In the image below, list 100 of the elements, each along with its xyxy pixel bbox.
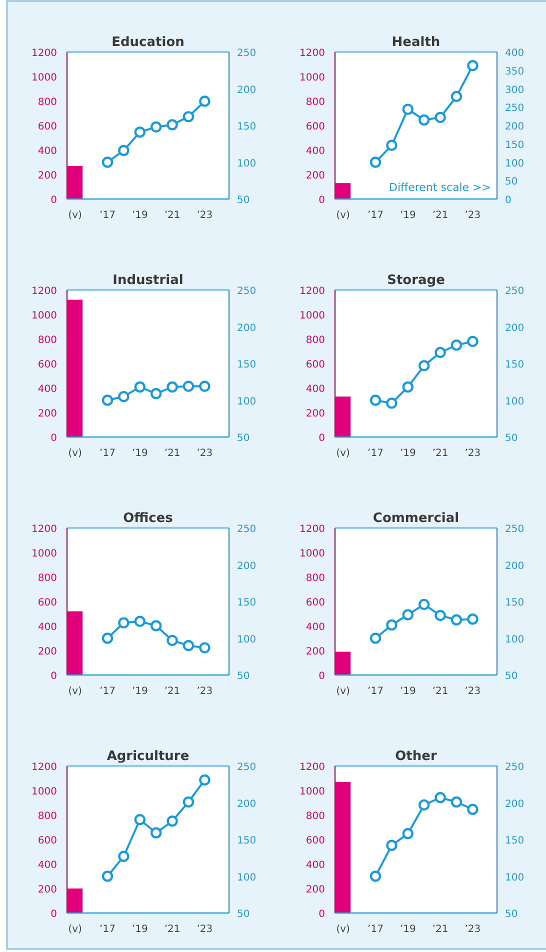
y2-tick-label: 250 (505, 762, 524, 773)
chart-title: Education (112, 35, 184, 50)
x-tick-label: ’21 (432, 210, 448, 221)
point (166, 634, 178, 646)
point (418, 598, 430, 610)
y2-tick-label: 250 (237, 48, 256, 59)
y-tick-label: 1000 (300, 548, 325, 560)
x-tick-label: ’23 (464, 924, 481, 935)
y-tick-label: 600 (306, 360, 325, 370)
point (467, 336, 478, 348)
chart-title: Storage (387, 273, 446, 288)
x-tick-label: ’21 (164, 448, 180, 459)
x-tick-label: ’23 (464, 448, 481, 459)
annotation: Different scale >> (389, 181, 491, 194)
point (150, 620, 162, 632)
point (402, 609, 414, 620)
y-tick-label: 600 (38, 836, 57, 846)
y2-tick-label: 50 (237, 195, 250, 206)
y2-tick-label: 300 (505, 84, 524, 96)
y2-tick-label: 150 (505, 360, 524, 370)
y2-tick-label: 150 (505, 140, 524, 151)
point (118, 144, 130, 156)
point (102, 394, 114, 406)
x-tick-label: (v) (68, 686, 82, 697)
y-tick-label: 800 (306, 335, 325, 346)
y2-tick-label: 250 (237, 286, 256, 297)
x-tick-label: ’21 (432, 448, 448, 459)
y2-tick-label: 200 (237, 322, 256, 334)
point (402, 828, 414, 840)
y2-tick-label: 100 (505, 872, 524, 884)
y-tick-label: 1200 (300, 524, 325, 535)
point (370, 632, 382, 644)
y-tick-label: 200 (38, 646, 57, 658)
x-tick-label: ’19 (400, 924, 416, 935)
y-tick-label: 600 (38, 598, 57, 608)
chart-title: Other (395, 749, 438, 764)
point (386, 398, 398, 409)
x-tick-label: ’17 (100, 210, 116, 221)
y-tick-label: 1200 (32, 524, 57, 535)
point (118, 617, 130, 628)
x-tick-label: (v) (336, 210, 350, 221)
point (134, 814, 146, 826)
point (467, 804, 478, 815)
y-tick-label: 400 (38, 146, 57, 157)
y-tick-label: 1000 (300, 786, 325, 798)
y-tick-label: 600 (306, 598, 325, 608)
point (102, 632, 114, 644)
point (102, 156, 114, 168)
y2-tick-label: 150 (505, 598, 524, 608)
x-tick-label: ’17 (368, 924, 384, 935)
y-tick-label: 600 (306, 122, 325, 132)
x-tick-label: ’17 (100, 686, 116, 697)
chart-title: Industrial (112, 273, 184, 288)
x-tick-label: ’17 (100, 924, 116, 935)
x-tick-label: ’19 (400, 448, 416, 459)
y-tick-label: 800 (306, 573, 325, 584)
y-tick-label: 200 (38, 884, 57, 896)
y-tick-label: 1000 (32, 786, 57, 798)
point (370, 394, 382, 406)
point (134, 381, 146, 393)
y-tick-label: 0 (50, 433, 57, 444)
x-tick-label: ’17 (368, 448, 384, 459)
y-tick-label: 1200 (32, 762, 57, 773)
y2-tick-label: 200 (505, 560, 524, 572)
y2-tick-label: 250 (505, 103, 524, 114)
y2-tick-label: 250 (505, 286, 524, 297)
point (370, 156, 382, 168)
y-tick-label: 0 (50, 909, 57, 920)
point (434, 112, 446, 124)
x-tick-label: ’19 (132, 210, 148, 221)
x-tick-label: ’21 (164, 924, 180, 935)
point (150, 388, 162, 400)
x-tick-label: ’21 (432, 924, 448, 935)
point (150, 121, 162, 133)
y-tick-label: 400 (306, 146, 325, 157)
point (467, 614, 478, 625)
point (182, 640, 194, 652)
y-tick-label: 800 (306, 811, 325, 822)
y2-tick-label: 150 (505, 836, 524, 846)
y-tick-label: 1200 (32, 286, 57, 297)
point (166, 816, 178, 827)
y-tick-label: 400 (306, 384, 325, 395)
y2-tick-label: 250 (237, 762, 256, 773)
y-tick-label: 1200 (32, 48, 57, 59)
y2-tick-label: 100 (237, 634, 256, 646)
y2-tick-label: 150 (237, 598, 256, 608)
chart-title: Commercial (372, 511, 460, 526)
x-tick-label: ’23 (196, 686, 213, 697)
y2-tick-label: 200 (505, 798, 524, 810)
y-tick-label: 800 (306, 97, 325, 108)
point (434, 346, 446, 358)
x-tick-label: (v) (68, 448, 82, 459)
y-tick-label: 0 (318, 195, 325, 206)
y-tick-label: 0 (318, 433, 325, 444)
y-tick-label: 800 (38, 335, 57, 346)
y2-tick-label: 100 (237, 158, 256, 170)
y-tick-label: 800 (38, 811, 57, 822)
y2-tick-label: 50 (505, 671, 518, 682)
x-tick-label: ’17 (368, 210, 384, 221)
x-tick-label: ’17 (368, 686, 384, 697)
